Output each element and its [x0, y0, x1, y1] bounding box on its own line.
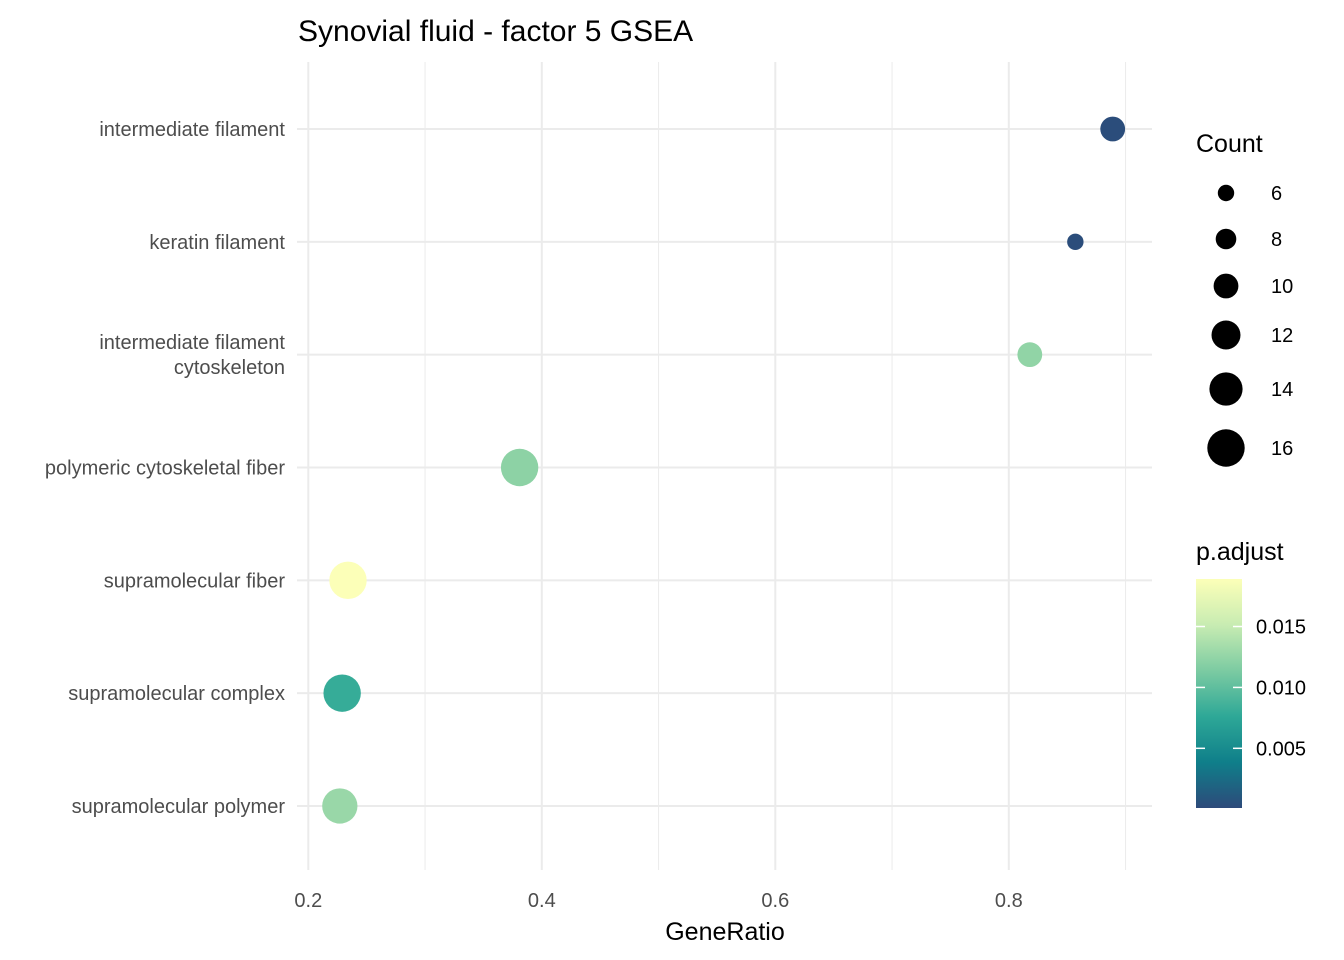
x-axis-tick-labels: 0.2 0.4 0.6 0.8	[294, 890, 1022, 912]
size-legend-label: 6	[1271, 183, 1282, 205]
size-legend-label: 8	[1271, 229, 1282, 251]
data-point	[329, 561, 367, 600]
x-tick-label: 0.4	[528, 890, 556, 912]
x-tick-label: 0.2	[294, 890, 322, 912]
size-legend-label: 14	[1271, 379, 1293, 401]
y-tick-label: supramolecular fiber	[104, 570, 286, 592]
data-point	[323, 674, 361, 712]
y-axis-tick-labels: intermediate filament keratin filament int…	[45, 119, 286, 818]
y-tick-label: keratin filament	[149, 232, 285, 254]
size-legend-key	[1209, 372, 1243, 406]
data-point	[1017, 342, 1043, 368]
size-legend-key	[1211, 320, 1241, 350]
data-point	[322, 788, 358, 824]
data-points	[322, 116, 1126, 824]
colorbar-label: 0.005	[1256, 738, 1306, 760]
colorbar-label: 0.010	[1256, 677, 1306, 699]
y-tick-label: supramolecular complex	[68, 683, 285, 705]
y-tick-label: intermediate filament	[99, 332, 285, 354]
x-tick-label: 0.8	[995, 890, 1023, 912]
data-point	[1100, 116, 1126, 142]
size-legend-key	[1207, 429, 1245, 467]
chart-title: Synovial fluid - factor 5 GSEA	[298, 15, 693, 48]
size-legend-label: 16	[1271, 438, 1293, 460]
y-tick-label: intermediate filament	[99, 119, 285, 141]
y-tick-label: supramolecular polymer	[72, 796, 286, 818]
data-point	[1067, 233, 1084, 251]
x-axis-title: GeneRatio	[665, 918, 785, 946]
size-legend-key	[1213, 273, 1239, 299]
grid	[297, 62, 1152, 870]
y-tick-label: polymeric cytoskeletal fiber	[45, 457, 285, 479]
padjust-color-legend: p.adjust 0.005 0.010 0.015	[1196, 538, 1306, 808]
x-tick-label: 0.6	[761, 890, 789, 912]
colorbar	[1196, 579, 1242, 808]
size-legend-label: 12	[1271, 325, 1293, 347]
size-legend-key	[1215, 228, 1237, 250]
colorbar-label: 0.015	[1256, 617, 1306, 639]
y-tick-label: cytoskeleton	[174, 357, 285, 379]
color-legend-title: p.adjust	[1196, 538, 1284, 566]
data-point	[500, 448, 539, 487]
size-legend-label: 10	[1271, 276, 1293, 298]
size-legend-title: Count	[1196, 130, 1263, 158]
count-size-legend: Count 6 8 10 12 14 16	[1196, 130, 1293, 467]
size-legend-key	[1217, 184, 1235, 202]
